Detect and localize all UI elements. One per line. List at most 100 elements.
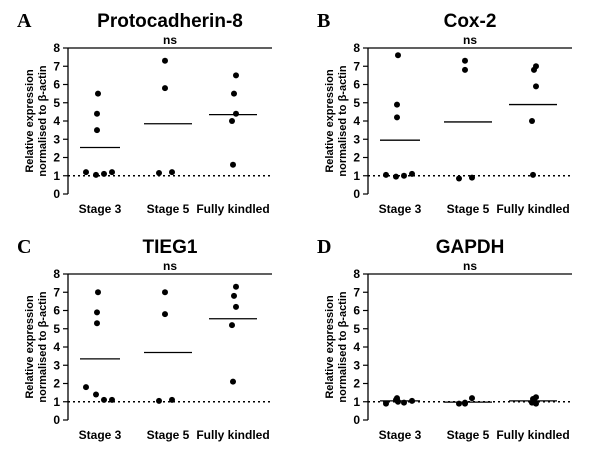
y-axis-label: Relative expressionnormalised to β-actin	[324, 291, 349, 403]
data-point	[401, 172, 407, 179]
panel-letter: B	[317, 10, 330, 32]
y-axis-label-line: Relative expression	[24, 69, 36, 173]
data-point	[409, 170, 415, 177]
y-tick-label: 2	[53, 151, 60, 165]
data-point	[169, 396, 175, 403]
x-tick-label: Stage 5	[447, 202, 490, 216]
y-tick-label: 8	[353, 41, 360, 55]
x-tick-label: Stage 3	[379, 428, 422, 442]
x-tick-label: Stage 5	[147, 202, 190, 216]
x-tick-label: Fully kindled	[196, 428, 269, 442]
x-tick-label: Stage 3	[79, 428, 122, 442]
y-tick-label: 5	[53, 322, 60, 336]
data-point	[533, 83, 539, 90]
data-point	[169, 169, 175, 176]
data-point	[531, 66, 537, 73]
data-point	[94, 320, 100, 327]
data-point	[231, 90, 237, 97]
significance-label: ns	[463, 33, 477, 47]
chart-title: GAPDH	[436, 237, 505, 258]
data-point	[93, 391, 99, 398]
x-tick-label: Stage 3	[379, 202, 422, 216]
data-point	[229, 322, 235, 329]
y-tick-label: 5	[53, 96, 60, 110]
data-point	[230, 378, 236, 385]
x-tick-label: Stage 3	[79, 202, 122, 216]
y-tick-label: 0	[53, 187, 60, 201]
data-point	[530, 171, 536, 178]
x-tick-label: Stage 5	[147, 428, 190, 442]
significance-label: ns	[163, 259, 177, 273]
y-tick-label: 5	[353, 322, 360, 336]
y-tick-label: 7	[53, 59, 60, 73]
data-point	[383, 171, 389, 178]
data-point	[83, 169, 89, 176]
y-tick-label: 4	[53, 114, 60, 128]
y-tick-label: 7	[53, 285, 60, 299]
y-tick-label: 7	[353, 59, 360, 73]
chart-panel-b: B Cox-2ns 0 1 2 3 4 5 6 7 8 Relative expressionnorm…	[317, 10, 572, 216]
x-tick-label: Fully kindled	[496, 428, 569, 442]
data-point	[233, 110, 239, 117]
data-point	[456, 175, 462, 182]
y-tick-label: 8	[53, 41, 60, 55]
y-axis-label-line: Relative expression	[324, 295, 336, 399]
data-point	[233, 283, 239, 290]
y-tick-label: 0	[353, 187, 360, 201]
data-point	[156, 170, 162, 177]
y-tick-label: 1	[353, 395, 360, 409]
y-axis-label: Relative expressionnormalised to β-actin	[24, 65, 49, 177]
data-point	[393, 396, 399, 403]
y-tick-label: 4	[353, 114, 360, 128]
data-point	[93, 171, 99, 178]
y-tick-label: 6	[53, 78, 60, 92]
data-point	[233, 72, 239, 79]
data-point	[109, 169, 115, 176]
y-tick-label: 0	[53, 413, 60, 427]
panel-letter: D	[317, 236, 331, 258]
y-tick-label: 1	[53, 395, 60, 409]
y-tick-label: 4	[353, 340, 360, 354]
data-point	[109, 396, 115, 403]
y-axis-label-line: Relative expression	[324, 69, 336, 173]
data-point	[462, 66, 468, 73]
data-point	[469, 174, 475, 181]
y-tick-label: 6	[53, 304, 60, 318]
x-tick-label: Fully kindled	[496, 202, 569, 216]
y-tick-label: 3	[353, 132, 360, 146]
y-tick-label: 5	[353, 96, 360, 110]
x-tick-label: Fully kindled	[196, 202, 269, 216]
data-point	[94, 309, 100, 316]
data-point	[162, 311, 168, 318]
data-point	[529, 118, 535, 124]
data-point	[156, 397, 162, 404]
data-point	[95, 289, 101, 296]
y-tick-label: 3	[353, 358, 360, 372]
data-point	[83, 384, 89, 391]
y-axis-label-line: normalised to β-actin	[37, 65, 49, 177]
y-tick-label: 4	[53, 340, 60, 354]
data-point	[101, 396, 107, 403]
data-point	[230, 161, 236, 168]
y-tick-label: 7	[353, 285, 360, 299]
significance-label: ns	[163, 33, 177, 47]
y-tick-label: 2	[53, 377, 60, 391]
data-point	[101, 170, 107, 177]
data-point	[231, 292, 237, 299]
data-point	[383, 400, 389, 407]
y-tick-label: 8	[353, 267, 360, 281]
data-point	[94, 110, 100, 117]
panel-letter: C	[17, 236, 31, 258]
chart-title: Protocadherin-8	[97, 11, 243, 32]
data-point	[95, 90, 101, 97]
panel-letter: A	[17, 10, 32, 32]
data-point	[94, 127, 100, 134]
data-point	[393, 173, 399, 180]
x-tick-label: Stage 5	[447, 428, 490, 442]
chart-panel-a: A Protocadherin-8ns 0 1 2 3 4 5 6 7 8 Relative expr…	[17, 10, 272, 216]
data-point	[462, 57, 468, 64]
y-axis-label: Relative expressionnormalised to β-actin	[24, 291, 49, 403]
data-point	[229, 118, 235, 124]
